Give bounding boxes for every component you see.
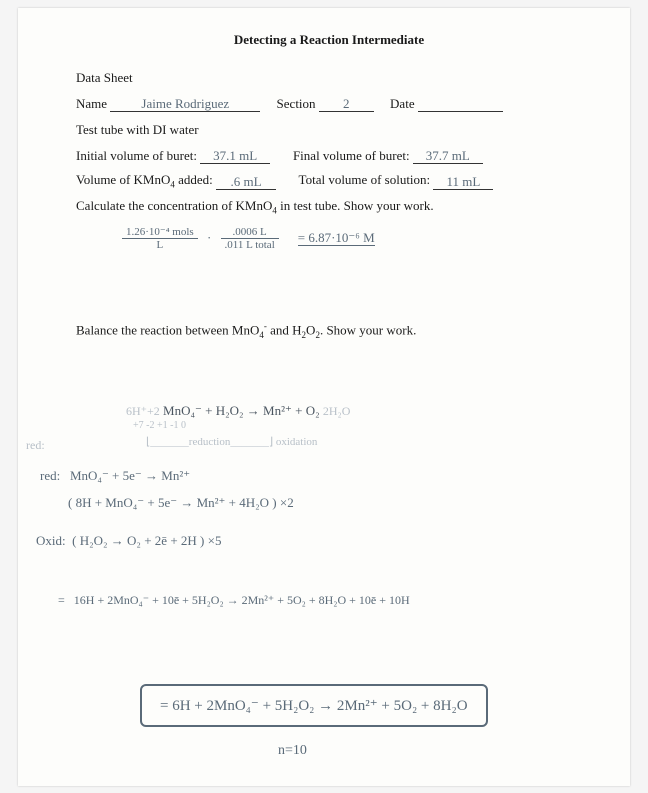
ivb-label: Initial volume of buret: <box>76 148 197 163</box>
sum-row: = 16H + 2MnO₄⁻ + 10ē + 5H₂O₂ → 2Mn²⁺ + 5… <box>58 593 410 608</box>
calc-prompt: Calculate the concentration of KMnO4 in … <box>76 198 582 216</box>
name-label: Name <box>76 96 107 111</box>
name-field[interactable]: Jaime Rodriguez <box>110 96 260 112</box>
date-label: Date <box>390 96 415 111</box>
page-title: Detecting a Reaction Intermediate <box>76 32 582 48</box>
oxid-row: Oxid: ( H₂O₂ → O₂ + 2ē + 2H ) ×5 <box>36 533 221 549</box>
boxed-answer: = 6H + 2MnO₄⁻ + 5H₂O₂ → 2Mn²⁺ + 5O₂ + 8H… <box>140 684 488 727</box>
datasheet-label: Data Sheet <box>76 70 582 86</box>
red-margin: red: <box>26 438 45 453</box>
red-line2: ( 8H + MnO₄⁻ + 5e⁻ → Mn²⁺ + 4H₂O ) ×2 <box>68 495 294 511</box>
eq-main: 6H⁺+2 MnO₄⁻ + H₂O₂ → Mn²⁺ + O₂ 2H₂O <box>126 403 350 419</box>
red-line1-row: red: MnO₄⁻ + 5e⁻ → Mn²⁺ <box>40 468 190 484</box>
testtube-label: Test tube with DI water <box>76 122 582 138</box>
volk-field[interactable]: .6 mL <box>216 174 276 190</box>
date-field[interactable] <box>418 96 503 112</box>
frac2: .0006 L .011 L total <box>221 226 279 251</box>
tvs-label: Total volume of solution: <box>299 172 431 187</box>
buret-row: Initial volume of buret: 37.1 mL Final v… <box>76 148 582 164</box>
fvb-field[interactable]: 37.7 mL <box>413 148 483 164</box>
section-field[interactable]: 2 <box>319 96 374 112</box>
ivb-field[interactable]: 37.1 mL <box>200 148 270 164</box>
fvb-label: Final volume of buret: <box>293 148 410 163</box>
worksheet-page: Detecting a Reaction Intermediate Data S… <box>18 8 630 786</box>
volk-label: Volume of KMnO4 added: <box>76 172 213 187</box>
balance-prompt: Balance the reaction between MnO4- and H… <box>76 321 582 340</box>
name-row: Name Jaime Rodriguez Section 2 Date <box>76 96 582 112</box>
tvs-field[interactable]: 11 mL <box>433 174 493 190</box>
frac1: 1.26·10⁻⁴ mols L <box>122 225 198 251</box>
ox-states: +7 -2 +1 -1 0 <box>133 420 186 431</box>
section-label: Section <box>277 96 316 111</box>
calc-work: 1.26·10⁻⁴ mols L · .0006 L .011 L total … <box>116 225 582 251</box>
volume-row: Volume of KMnO4 added: .6 mL Total volum… <box>76 172 582 190</box>
n-equals: n=10 <box>278 743 307 759</box>
calc-result: = 6.87·10⁻⁶ M <box>298 230 375 246</box>
redox-bracket: ⌊_______reduction_______⌋ oxidation <box>146 435 317 448</box>
